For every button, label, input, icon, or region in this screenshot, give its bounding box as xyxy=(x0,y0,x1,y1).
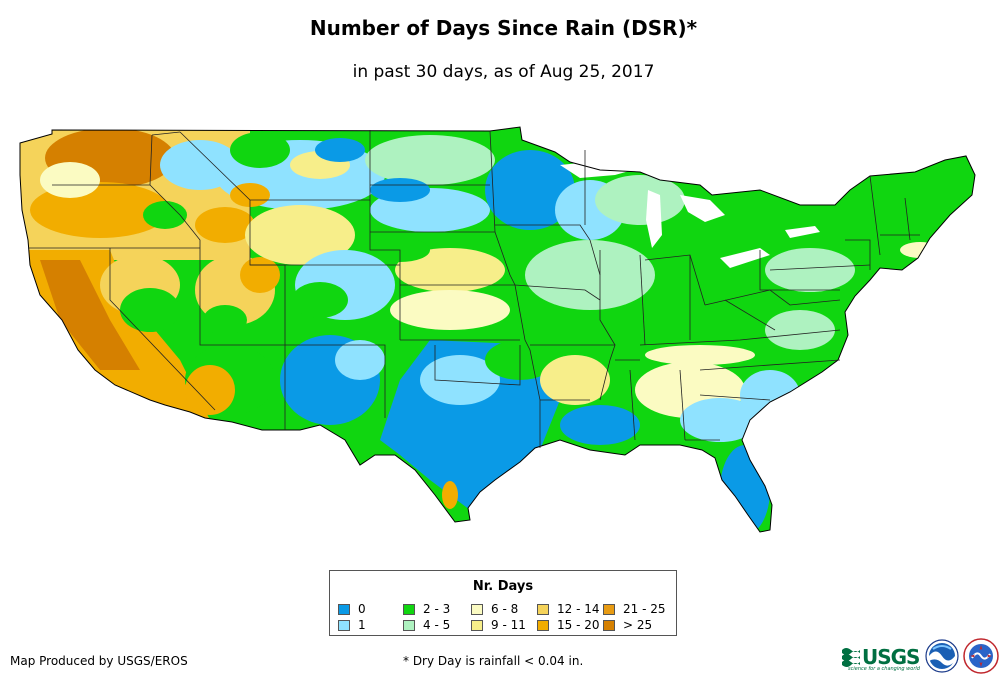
agency-logos: USGS science for a changing world xyxy=(842,636,1002,680)
usgs-tagline: science for a changing world xyxy=(848,666,920,672)
usgs-logo: USGS xyxy=(842,644,920,670)
legend-swatch xyxy=(603,603,615,615)
legend-label: 21 - 25 xyxy=(623,602,666,616)
legend-label: 15 - 20 xyxy=(557,618,600,632)
legend-item-4: 6 - 8 xyxy=(471,602,518,616)
legend-swatch xyxy=(603,619,615,631)
legend-label: 1 xyxy=(358,618,366,632)
legend-label: 12 - 14 xyxy=(557,602,600,616)
legend-item-5: 9 - 11 xyxy=(471,618,526,632)
legend-item-9: > 25 xyxy=(603,618,652,632)
usgs-wordmark: USGS xyxy=(862,645,920,669)
legend-item-0: 0 xyxy=(338,602,366,616)
legend-label: 9 - 11 xyxy=(491,618,526,632)
legend-item-8: 21 - 25 xyxy=(603,602,666,616)
nws-logo-icon xyxy=(963,638,999,674)
legend-item-6: 12 - 14 xyxy=(537,602,600,616)
legend-label: > 25 xyxy=(623,618,653,632)
legend-swatch xyxy=(403,619,415,631)
noaa-logo-icon xyxy=(925,639,959,673)
legend-swatch xyxy=(338,619,350,631)
legend-title: Nr. Days xyxy=(472,579,534,594)
map-subtitle: in past 30 days, as of Aug 25, 2017 xyxy=(352,62,655,82)
legend-label: 2 - 3 xyxy=(423,602,451,616)
legend-item-1: 1 xyxy=(338,618,366,632)
legend-swatch xyxy=(338,603,350,615)
legend-swatch xyxy=(471,603,483,615)
us-dsr-map xyxy=(19,126,976,533)
legend-swatch xyxy=(403,603,415,615)
legend-label: 4 - 5 xyxy=(423,618,451,632)
usgs-wave-icon xyxy=(842,648,860,667)
legend-item-3: 4 - 5 xyxy=(403,618,450,632)
footnote-text: * Dry Day is rainfall < 0.04 in. xyxy=(403,654,584,668)
legend-label: 6 - 8 xyxy=(491,602,519,616)
legend-swatch xyxy=(537,619,549,631)
legend-item-2: 2 - 3 xyxy=(403,602,450,616)
legend: Nr. Days 0 1 2 - 3 4 - 5 6 - 8 9 - 11 12… xyxy=(329,570,677,636)
legend-swatch xyxy=(471,619,483,631)
legend-label: 0 xyxy=(358,602,366,616)
map-title: Number of Days Since Rain (DSR)* xyxy=(309,16,698,40)
credit-text: Map Produced by USGS/EROS xyxy=(10,654,188,668)
legend-swatch xyxy=(537,603,549,615)
legend-item-7: 15 - 20 xyxy=(537,618,600,632)
